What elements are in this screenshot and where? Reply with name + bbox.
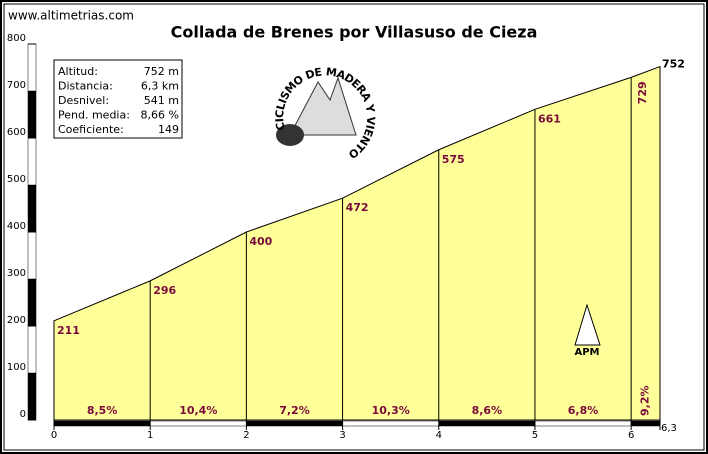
info-value: 752 m (144, 65, 179, 78)
badge-mountain (574, 303, 601, 346)
segment-label: 10,3% (372, 404, 410, 417)
data-label: 472 (346, 201, 369, 214)
y-tick-label: 800 (7, 33, 26, 44)
info-box-frame (53, 59, 183, 139)
x-tick-label: 3 (339, 430, 345, 441)
x-axis-band (246, 420, 343, 427)
y-axis-band (27, 231, 37, 280)
y-tick-label: 200 (7, 315, 26, 326)
segment-label: 6,8% (568, 404, 599, 417)
info-label: Desnivel: (58, 94, 109, 107)
y-axis-band (27, 278, 37, 327)
data-label: 661 (538, 112, 561, 125)
data-label: 400 (249, 235, 272, 248)
y-axis-band (27, 43, 37, 92)
segment-label: 7,2% (279, 404, 310, 417)
x-tick-label: 4 (436, 430, 442, 441)
y-tick-label: 300 (7, 268, 26, 279)
data-label: 752 (662, 58, 685, 71)
chart-title: Collada de Brenes por Villasuso de Cieza (171, 23, 538, 42)
x-tick-label: 1 (147, 430, 153, 441)
y-axis-band (27, 184, 37, 233)
x-tick-label: 6,3 (661, 423, 677, 434)
logo-fish (276, 124, 304, 146)
x-axis-band (534, 420, 632, 427)
info-value: 149 (158, 123, 179, 136)
info-label: Altitud: (58, 65, 98, 78)
y-axis-band (27, 325, 37, 374)
frame-inner (3, 3, 705, 451)
info-value: 8,66 % (141, 109, 179, 122)
info-box: Altitud: 752 m Distancia: 6,3 km Desnivel: 54… (53, 59, 183, 139)
info-label: Coeficiente: (58, 123, 124, 136)
info-value: 541 m (144, 94, 179, 107)
y-tick-label: 0 (20, 409, 26, 420)
y-tick-label: 100 (7, 362, 26, 373)
x-axis-band (438, 420, 536, 427)
y-tick-label: 600 (7, 127, 26, 138)
badge-text: APM (574, 347, 599, 358)
info-value: 6,3 km (141, 80, 179, 93)
info-label: Distancia: (58, 80, 113, 93)
x-tick-label: 6 (628, 430, 634, 441)
badge: APM (574, 303, 601, 358)
segment-label: 8,5% (87, 404, 118, 417)
y-axis-band (27, 372, 37, 421)
x-axis-band (53, 420, 151, 427)
x-axis-band (149, 420, 247, 427)
x-axis-band (342, 420, 440, 427)
info-label: Pend. media: (58, 109, 130, 122)
x-axis-band (630, 420, 661, 427)
data-label: 575 (442, 153, 465, 166)
logo-mountain (289, 76, 357, 136)
segment-label: 8,6% (472, 404, 503, 417)
x-tick-label: 5 (532, 430, 538, 441)
segment-label: 10,4% (179, 404, 217, 417)
data-label: 729 (636, 81, 649, 104)
data-label: 211 (57, 324, 80, 337)
segment-label: 9,2% (639, 385, 652, 416)
x-tick-label: 0 (51, 430, 57, 441)
y-tick-label: 400 (7, 221, 26, 232)
y-axis-band (27, 90, 37, 139)
x-tick-label: 2 (243, 430, 249, 441)
y-tick-label: 500 (7, 174, 26, 185)
y-tick-label: 700 (7, 80, 26, 91)
y-axis-band (27, 137, 37, 186)
data-label: 296 (153, 284, 176, 297)
site: www.altimetrias.com (8, 9, 134, 23)
